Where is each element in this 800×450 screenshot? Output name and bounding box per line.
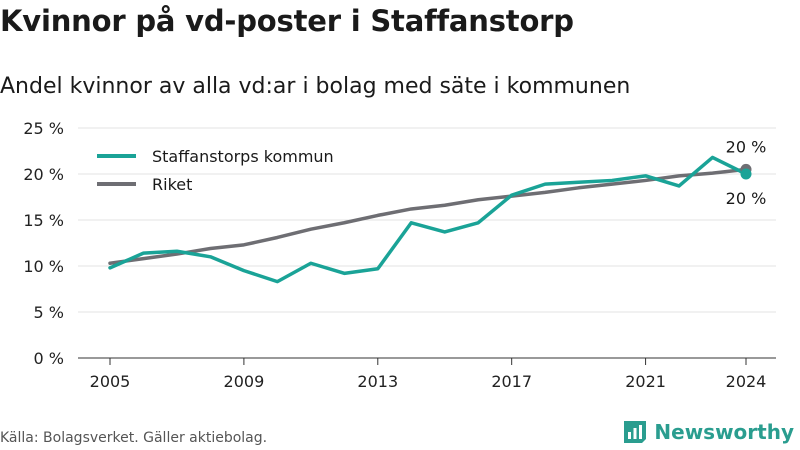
- legend: Staffanstorps kommun Riket: [97, 147, 334, 194]
- end-label-staffanstorps-kommun: 20 %: [726, 189, 767, 208]
- y-tick-label: 10 %: [23, 257, 64, 276]
- legend-label: Staffanstorps kommun: [152, 147, 334, 166]
- line-chart: 0 % 5 % 10 % 15 % 20 % 25 % 2005 2009 2013 2017 20…: [23, 119, 776, 391]
- x-tick-label: 2021: [625, 372, 666, 391]
- newsworthy-logo-icon: [624, 421, 647, 443]
- y-tick-label: 25 %: [23, 119, 64, 138]
- chart-title: Kvinnor på vd-poster i Staffanstorp: [0, 4, 574, 38]
- gridlines: [78, 127, 776, 313]
- legend-label: Riket: [152, 175, 192, 194]
- x-tick-label: 2024: [726, 372, 767, 391]
- series-line-staffanstorps-kommun: [108, 155, 748, 284]
- end-point-staffanstorps-kommun: [740, 168, 752, 180]
- y-tick-label: 0 %: [34, 349, 64, 368]
- x-tick-label: 2013: [357, 372, 398, 391]
- x-tick-label: 2005: [90, 372, 131, 391]
- x-tick-label: 2009: [224, 372, 265, 391]
- series-line-riket: [108, 167, 748, 265]
- x-tick-label: 2017: [491, 372, 532, 391]
- legend-item-riket: Riket: [97, 175, 192, 194]
- chart-subtitle: Andel kvinnor av alla vd:ar i bolag med …: [0, 74, 631, 99]
- axes: 0 % 5 % 10 % 15 % 20 % 25 % 2005 2009 2013 2017 20…: [23, 119, 776, 391]
- series-lines: [108, 155, 752, 284]
- y-tick-label: 15 %: [23, 211, 64, 230]
- newsworthy-logo: Newsworthy: [622, 419, 794, 445]
- legend-item-staffanstorps-kommun: Staffanstorps kommun: [97, 147, 334, 166]
- y-tick-label: 20 %: [23, 165, 64, 184]
- source-note: Källa: Bolagsverket. Gäller aktiebolag.: [0, 430, 268, 446]
- end-labels: 20 % 20 %: [726, 137, 767, 208]
- newsworthy-logo-text: Newsworthy: [654, 420, 794, 444]
- end-label-riket: 20 %: [726, 137, 767, 156]
- y-tick-label: 5 %: [34, 303, 64, 322]
